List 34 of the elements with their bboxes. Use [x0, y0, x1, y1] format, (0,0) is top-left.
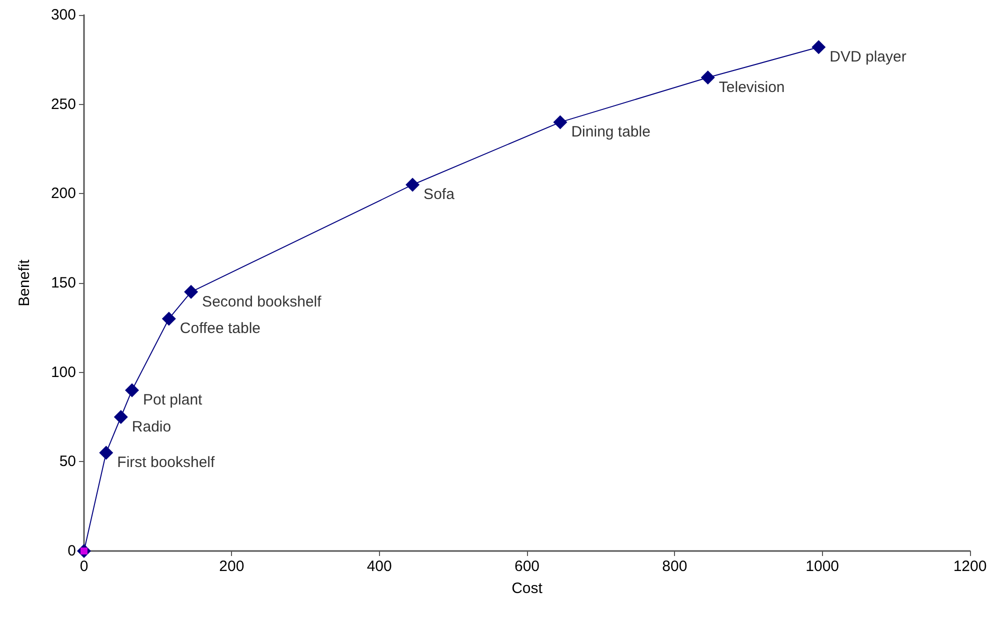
annotation: Television [718, 79, 785, 96]
x-tick-label: 800 [662, 558, 688, 575]
y-axis-title: Benefit [16, 258, 33, 306]
x-tick-label: 400 [366, 558, 392, 575]
annotation: Second bookshelf [202, 293, 322, 310]
y-tick-label: 150 [50, 274, 76, 292]
point [812, 40, 826, 54]
y-tick-label: 250 [50, 96, 76, 113]
x-axis-title: Cost [512, 580, 544, 597]
y-tick-label: 300 [50, 6, 76, 24]
annotation: Pot plant [142, 392, 204, 409]
point [184, 284, 198, 299]
annotation: Coffee table [180, 320, 261, 338]
x-tick-label: 200 [219, 558, 244, 575]
point [162, 312, 176, 326]
y-tick-label: 200 [50, 185, 76, 202]
annotation: DVD player [830, 48, 906, 66]
x-tick-label: 1200 [953, 558, 987, 575]
y-tick-label: 0 [68, 542, 76, 560]
point [553, 115, 568, 130]
point [99, 446, 114, 460]
point [406, 178, 420, 192]
point [114, 410, 128, 424]
y-tick-label: 100 [50, 364, 76, 381]
point [700, 70, 715, 85]
annotation: First bookshelf [117, 454, 216, 472]
x-tick-label: 1000 [806, 558, 840, 575]
x-tick-label: 0 [80, 558, 88, 575]
x-tick-label: 600 [514, 558, 540, 575]
point [124, 383, 139, 398]
annotation: Radio [132, 418, 172, 436]
annotation: Sofa [424, 186, 456, 204]
annotation: Dining table [571, 124, 650, 141]
y-tick-label: 50 [59, 453, 76, 470]
